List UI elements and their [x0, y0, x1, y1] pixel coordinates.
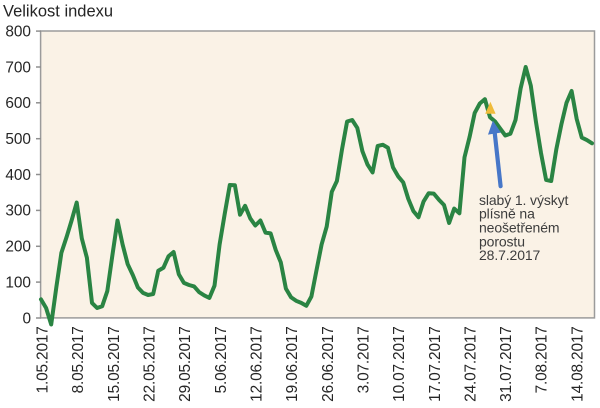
svg-text:31.07.2017: 31.07.2017 [498, 326, 515, 402]
svg-text:14.08.2017: 14.08.2017 [569, 326, 586, 402]
svg-text:Velikost indexu: Velikost indexu [3, 3, 113, 21]
svg-text:28.7.2017: 28.7.2017 [479, 247, 541, 263]
svg-text:200: 200 [5, 239, 31, 256]
svg-text:slabý 1. výskyt: slabý 1. výskyt [479, 192, 568, 208]
svg-text:plísně na: plísně na [479, 206, 535, 222]
svg-text:7.08.2017: 7.08.2017 [534, 326, 551, 393]
svg-text:neošetřeném: neošetřeném [479, 220, 559, 236]
svg-text:100: 100 [5, 274, 31, 291]
svg-text:12.06.2017: 12.06.2017 [249, 326, 266, 402]
svg-text:8.05.2017: 8.05.2017 [70, 326, 87, 393]
svg-text:5.06.2017: 5.06.2017 [213, 326, 230, 393]
svg-text:15.05.2017: 15.05.2017 [106, 326, 123, 402]
svg-text:0: 0 [22, 310, 31, 327]
svg-text:19.06.2017: 19.06.2017 [284, 326, 301, 402]
svg-text:400: 400 [5, 167, 31, 184]
svg-text:porostu: porostu [479, 233, 525, 249]
svg-text:1.05.2017: 1.05.2017 [35, 326, 52, 393]
svg-text:500: 500 [5, 131, 31, 148]
svg-text:700: 700 [5, 59, 31, 76]
svg-text:17.07.2017: 17.07.2017 [427, 326, 444, 402]
svg-text:10.07.2017: 10.07.2017 [391, 326, 408, 402]
svg-text:800: 800 [5, 23, 31, 40]
svg-text:3.07.2017: 3.07.2017 [355, 326, 372, 393]
svg-text:600: 600 [5, 95, 31, 112]
svg-text:22.05.2017: 22.05.2017 [142, 326, 159, 402]
svg-text:29.05.2017: 29.05.2017 [177, 326, 194, 402]
svg-text:300: 300 [5, 203, 31, 220]
svg-text:26.06.2017: 26.06.2017 [320, 326, 337, 402]
svg-text:24.07.2017: 24.07.2017 [462, 326, 479, 402]
